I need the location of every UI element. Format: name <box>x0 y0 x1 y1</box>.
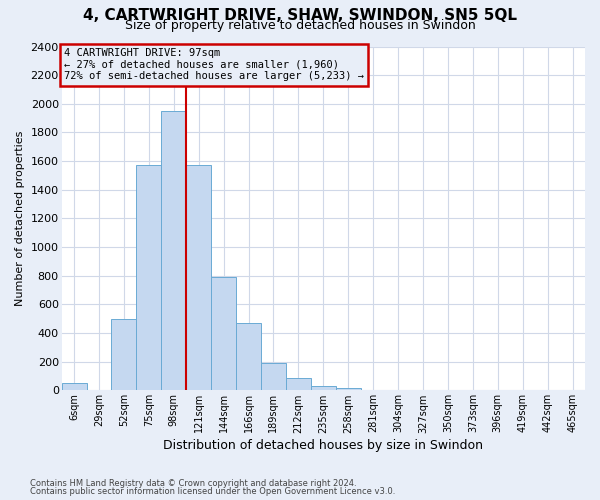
Bar <box>186 164 211 390</box>
Text: 4, CARTWRIGHT DRIVE, SHAW, SWINDON, SN5 5QL: 4, CARTWRIGHT DRIVE, SHAW, SWINDON, SN5 … <box>83 8 517 23</box>
Y-axis label: Number of detached properties: Number of detached properties <box>15 131 25 306</box>
Bar <box>112 319 136 390</box>
Bar <box>136 164 161 390</box>
Bar <box>336 388 361 390</box>
Text: 4 CARTWRIGHT DRIVE: 97sqm
← 27% of detached houses are smaller (1,960)
72% of se: 4 CARTWRIGHT DRIVE: 97sqm ← 27% of detac… <box>64 48 364 82</box>
Bar <box>211 277 236 390</box>
Bar <box>161 111 186 390</box>
Bar <box>286 378 311 390</box>
Text: Size of property relative to detached houses in Swindon: Size of property relative to detached ho… <box>125 19 475 32</box>
Bar <box>236 323 261 390</box>
Text: Contains public sector information licensed under the Open Government Licence v3: Contains public sector information licen… <box>30 487 395 496</box>
X-axis label: Distribution of detached houses by size in Swindon: Distribution of detached houses by size … <box>163 440 483 452</box>
Bar <box>62 383 86 390</box>
Bar <box>261 363 286 390</box>
Bar <box>311 386 336 390</box>
Text: Contains HM Land Registry data © Crown copyright and database right 2024.: Contains HM Land Registry data © Crown c… <box>30 478 356 488</box>
